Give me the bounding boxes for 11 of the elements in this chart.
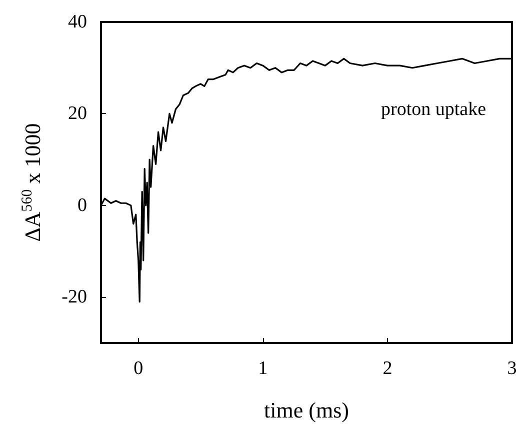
y-tick-label: 40 [68, 12, 87, 32]
y-tick-label: -20 [62, 286, 87, 308]
x-axis-title: time (ms) [264, 398, 349, 422]
y-axis-title: ΔA560 x 1000 [20, 123, 45, 242]
x-tick-label: 0 [134, 358, 144, 379]
y-tick-label: 0 [78, 194, 87, 216]
x-tick-label: 1 [258, 358, 268, 379]
x-tick-label: 3 [507, 358, 517, 379]
annotation: proton uptake [381, 99, 486, 120]
x-tick-label: 2 [382, 358, 392, 379]
y-tick-label: 20 [68, 103, 87, 124]
